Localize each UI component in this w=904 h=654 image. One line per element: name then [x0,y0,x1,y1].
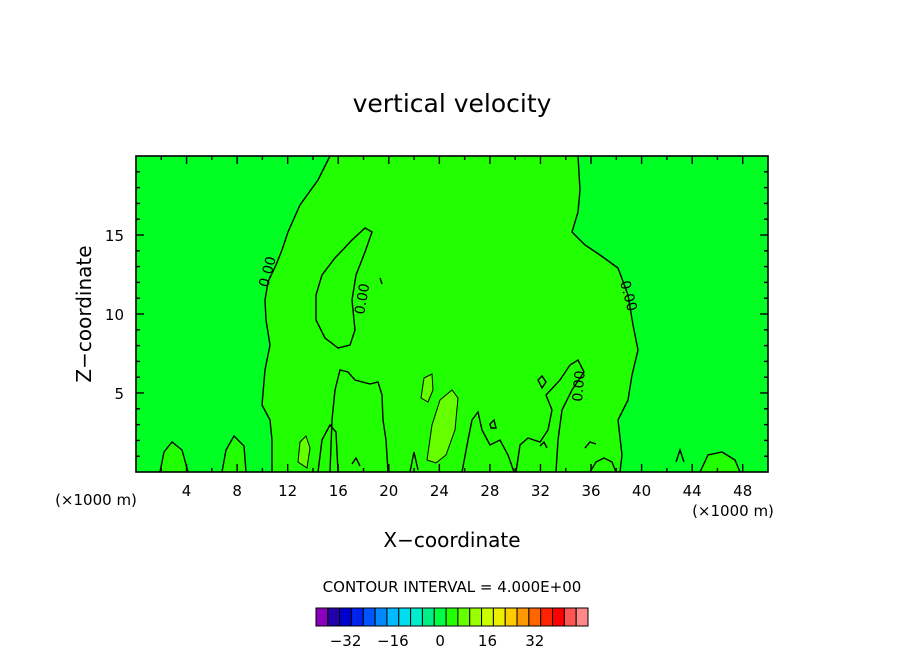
x-tick-label: 20 [379,482,398,500]
colorbar-swatch [528,607,542,627]
y-axis-label: Z−coordinate [72,245,96,382]
x-tick-label: 28 [480,482,499,500]
x-tick-label: 16 [329,482,348,500]
contour-fill-bubble [297,435,311,469]
x-tick-label: 40 [632,482,651,500]
x-tick-label: 12 [278,482,297,500]
colorbar-swatch [362,607,376,627]
colorbar-swatch [339,607,352,627]
contour-line-ridge [675,447,685,463]
contour-label: 0.00 [256,255,280,289]
y-tick-label: 15 [105,227,124,245]
colorbar [315,607,589,627]
contour-fill-ridge [222,436,246,472]
colorbar-swatch [552,607,565,627]
x-tick-label: 4 [182,482,192,500]
contour-label: 0.00 [570,370,589,402]
x-tick-label: 24 [430,482,449,500]
x-unit-right: (×1000 m) [692,502,774,520]
x-tick-label: 48 [733,482,752,500]
contour-line-small [351,456,361,467]
colorbar-swatch [374,607,388,627]
contour-interval-text: CONTOUR INTERVAL = 4.000E+00 [323,578,582,596]
contour-fill-central-plume [262,156,638,472]
chart-title: vertical velocity [353,89,552,118]
contour-line-small [379,277,383,285]
contour-fill-bubble [426,389,459,464]
contour-label: 0.00 [616,279,640,313]
contour-fill-regions [160,156,740,472]
contour-line-cell [317,423,339,473]
contour-line-ridge [159,441,189,473]
colorbar-swatch [386,607,400,627]
colorbar-labels: −32 −16 0 16 32 [330,632,545,650]
colorbar-swatch [350,607,364,627]
contour-line-ridge [221,434,247,473]
x-unit-left: (×1000 m) [55,491,137,509]
colorbar-swatch [563,607,577,627]
x-tick-label: 8 [232,482,242,500]
colorbar-tick-label: −32 [330,632,362,650]
colorbar-swatch [398,607,412,627]
colorbar-swatch [433,607,447,627]
colorbar-swatch [410,607,423,627]
contour-line-small [539,440,548,449]
contour-lines [159,155,741,473]
contour-line-ridge [699,451,741,473]
contour-label-group: 0.00 0.00 0.00 0.00 0.00 [256,255,640,403]
colorbar-tick-label: 16 [478,632,497,650]
y-axis-ticks: 5 10 15 [105,171,768,457]
colorbar-swatch [540,607,554,627]
colorbar-swatch [516,607,530,627]
contour-line-cell [329,369,389,473]
contour-line-cell [461,410,515,473]
contour-line-left [261,155,331,472]
contour-line-small [489,418,497,429]
colorbar-tick-label: 32 [525,632,544,650]
contour-fill-bubble [420,373,434,403]
colorbar-swatch [575,607,589,627]
contour-line-cell [515,358,585,473]
colorbar-swatch [327,607,341,627]
x-axis-label: X−coordinate [383,528,520,552]
colorbar-swatch [504,607,518,627]
contour-label: 0.00 [352,282,373,315]
colorbar-swatch [315,607,329,627]
colorbar-tick-label: −16 [377,632,409,650]
colorbar-swatch [481,607,494,627]
x-tick-label: 44 [683,482,702,500]
y-tick-label: 10 [105,306,124,324]
colorbar-swatch [421,607,435,627]
contour-line-cell [409,451,419,473]
colorbar-swatch [492,607,506,627]
contour-line-right [571,155,639,473]
contour-line-cell [589,457,617,473]
x-tick-label: 32 [531,482,550,500]
contour-line-small [537,374,547,390]
colorbar-tick-label: 0 [435,632,445,650]
contour-line-small [584,441,597,449]
contour-line-inner-loop [315,227,373,349]
x-axis-ticks: 4 8 12 16 20 24 28 32 36 40 44 48 [160,156,752,500]
colorbar-swatch [457,607,471,627]
y-tick-label: 5 [114,385,124,403]
x-tick-label: 36 [581,482,600,500]
colorbar-swatch [445,607,459,627]
colorbar-swatch [469,607,483,627]
